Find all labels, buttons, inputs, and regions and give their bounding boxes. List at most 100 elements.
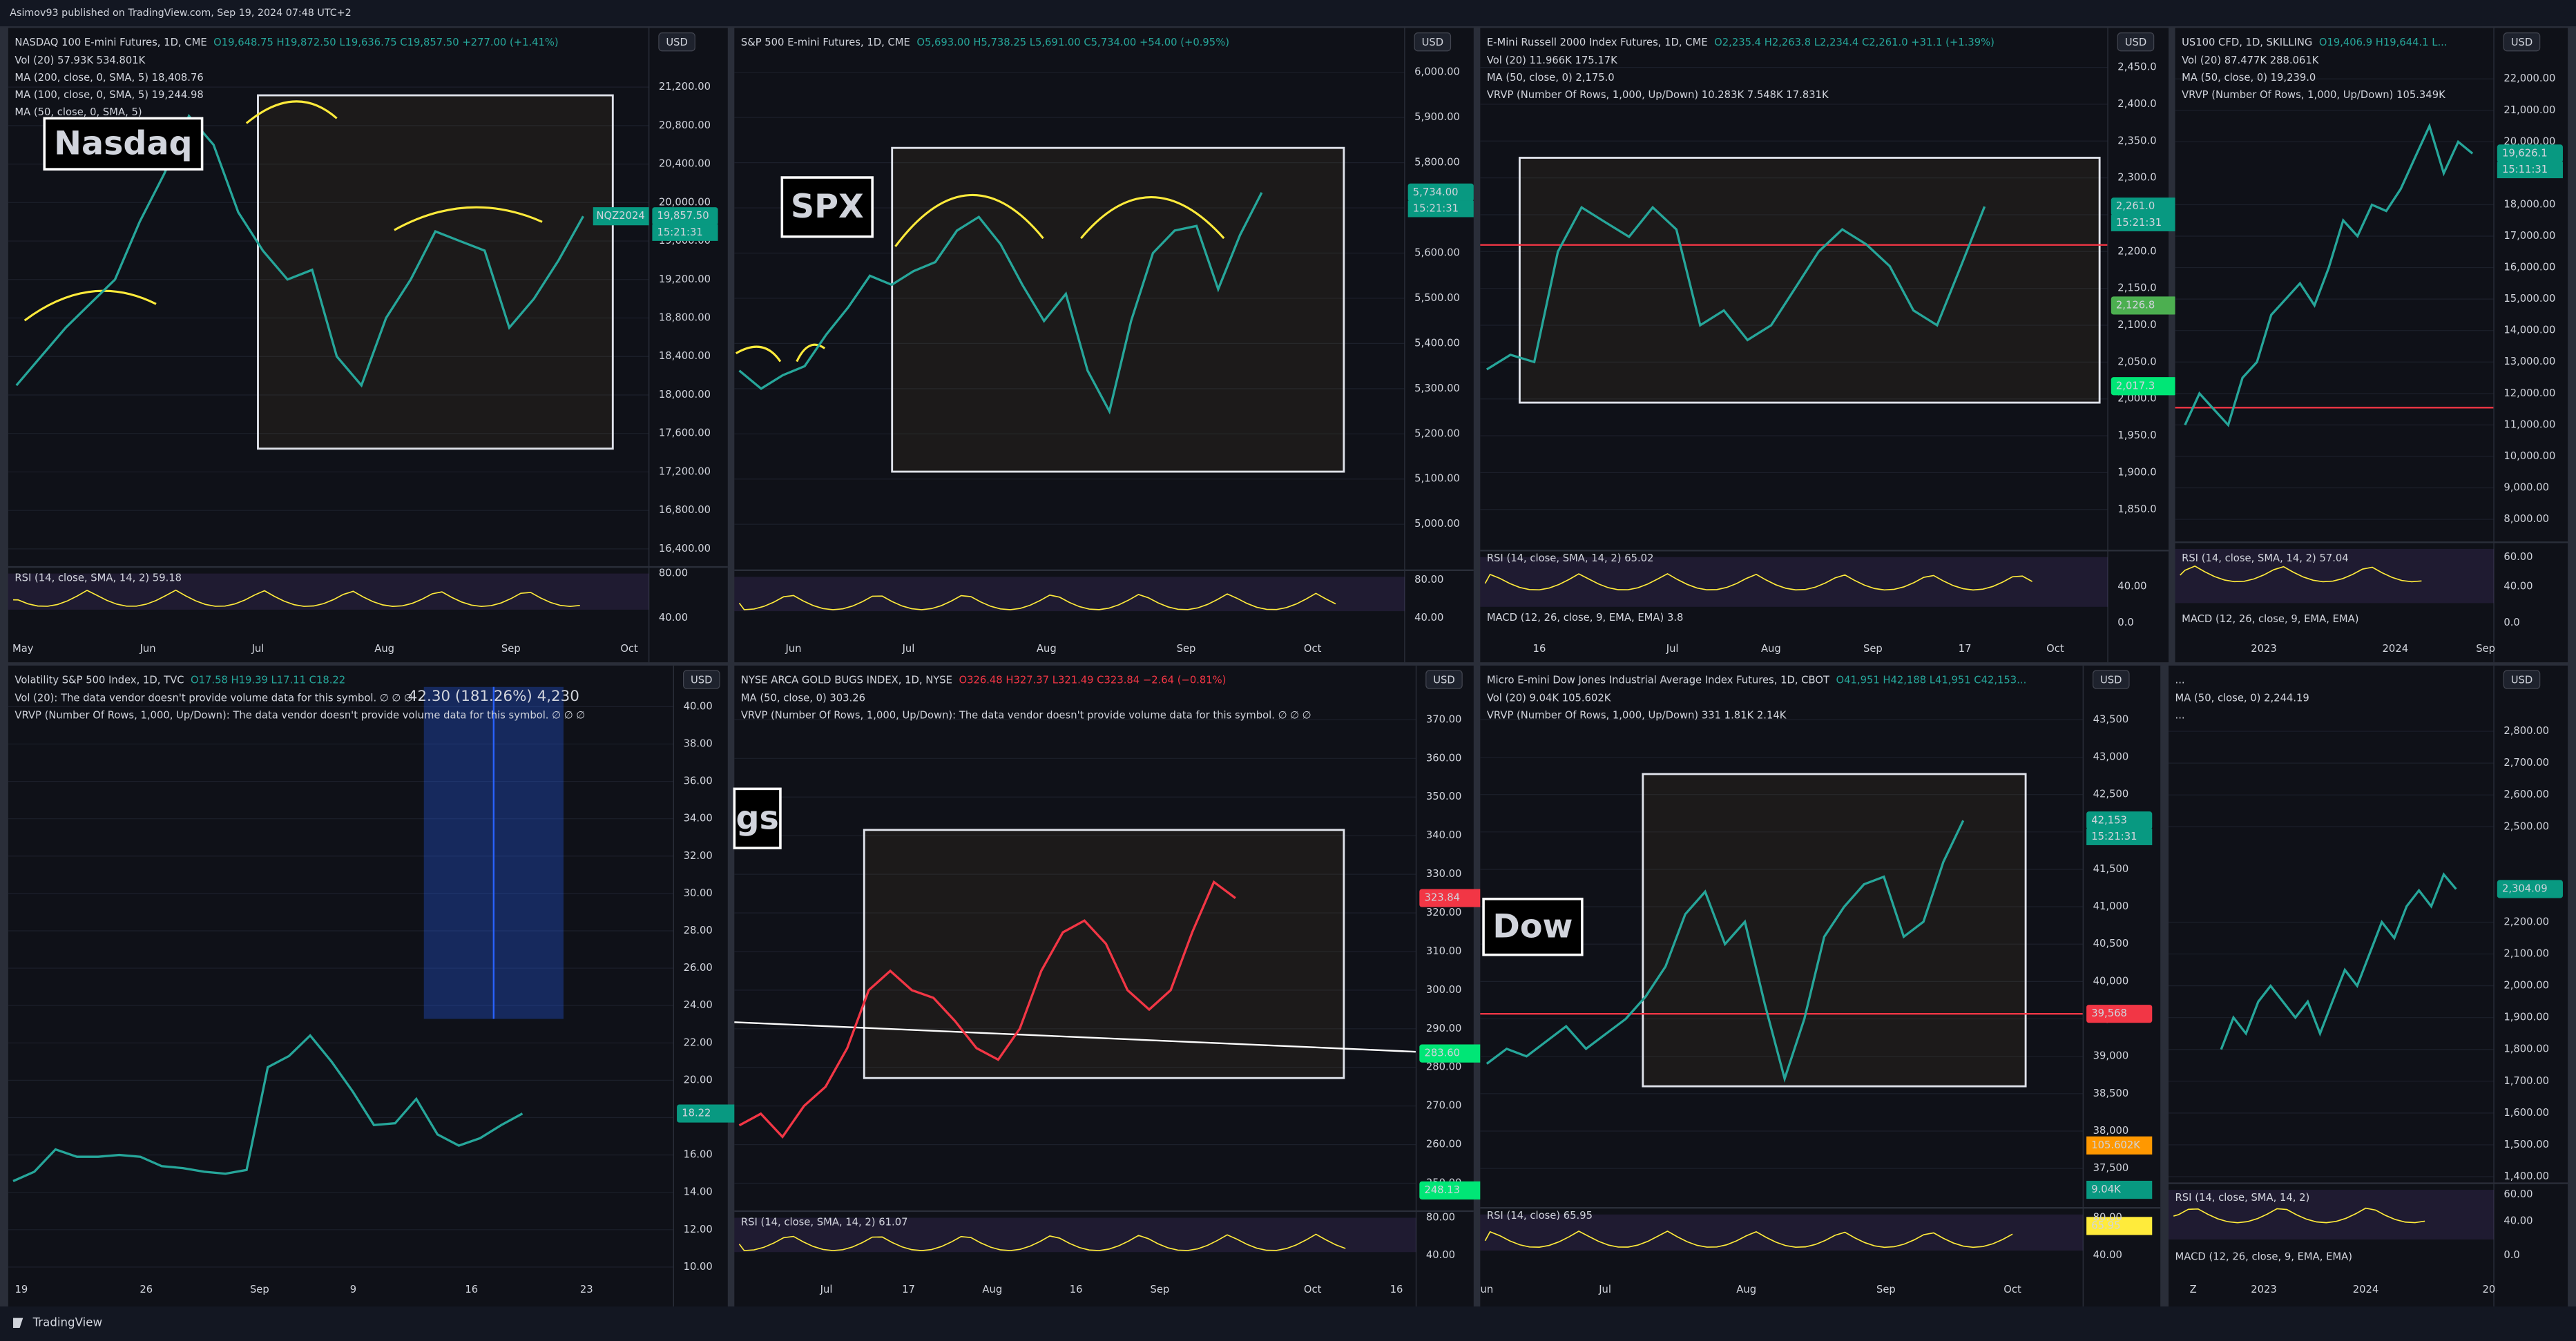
x-tick-label: Jul (251, 643, 265, 655)
y-tick-label: 22.00 (684, 1036, 713, 1048)
drawn-arc (245, 100, 338, 124)
price-tag-bg (1419, 1181, 1486, 1200)
brand-logo (13, 1318, 23, 1328)
drawing-label: Nasdaq (54, 125, 192, 163)
indicator: Vol (20) 87.477K 288.061K (2182, 55, 2319, 66)
y-tick-label: 38.00 (684, 737, 713, 749)
currency: USD (2100, 674, 2122, 686)
x-tick-label: Oct (2046, 643, 2064, 655)
indicator: Vol (20) 57.93K 534.801K (15, 55, 145, 66)
price-tag-bg (1419, 889, 1486, 907)
y-tick-label: 1,800.00 (2503, 1043, 2549, 1055)
y-tick-label: 21,000.00 (2503, 104, 2555, 116)
y-tick-label: 1,850.0 (2117, 503, 2156, 515)
x-tick-label: 17 (902, 1284, 915, 1295)
price-line (738, 192, 1263, 415)
price-tag: 2,261.0 (2116, 200, 2155, 212)
header-line: ... (2175, 674, 2185, 686)
y-tick-label: 1,400.00 (2503, 1170, 2549, 1182)
osc-label: RSI (14, close) 65.95 (1487, 1210, 1593, 1222)
header-line: S&P 500 E-mini Futures, 1D, CME O5,693.00… (741, 37, 1229, 48)
osc-line (1484, 1230, 2013, 1248)
osc-label: RSI (14, close, SMA, 14, 2) 61.07 (741, 1217, 908, 1228)
chart-panel: 21,200.0020,800.0020,400.0020,000.0019,6… (8, 28, 728, 663)
currency-box (2117, 32, 2155, 52)
y-tick-label: 1,600.00 (2503, 1107, 2549, 1119)
y-tick-label: 5,800.00 (1414, 157, 1460, 168)
y-tick-label: 16,000.00 (2503, 262, 2555, 273)
trend-line (734, 1021, 1416, 1053)
currency-box (2093, 670, 2130, 689)
price-line (2184, 122, 2474, 427)
currency-box (2503, 670, 2541, 689)
y-tick-label: 1,900.0 (2117, 466, 2156, 478)
indicator: MA (100, close, 0, SMA, 5) 19,244.98 (15, 89, 203, 101)
y-tick-label: 6,000.00 (1414, 66, 1460, 78)
y-tick-label: 20,000.00 (659, 196, 711, 208)
y-tick-label: 2,200.00 (2503, 916, 2549, 927)
x-tick-label: Sep (1177, 643, 1196, 655)
ohlc: O19,648.75 H19,872.50 L19,636.75 C19,857… (213, 37, 559, 48)
price-tag-bg (2111, 377, 2177, 396)
x-tick-label: Oct (620, 643, 638, 655)
indicator: VRVP (Number Of Rows, 1,000, Up/Down) 10… (1487, 89, 1829, 101)
y-tick-label: 360.00 (1426, 752, 1462, 764)
symbol-tag-bg (593, 207, 649, 226)
y-tick-label: 350.00 (1426, 791, 1462, 802)
x-tick-label: Aug (1761, 643, 1781, 655)
y-tick-label: 17,000.00 (2503, 230, 2555, 242)
publisher: Asimov93 published on TradingView.com, S… (10, 8, 351, 19)
symbol-title: NASDAQ 100 E-mini Futures, 1D, CME (15, 37, 206, 48)
osc-tick: 80.00 (659, 568, 688, 579)
y-tick-label: 330.00 (1426, 868, 1462, 880)
osc-line (2180, 565, 2422, 583)
x-tick-label: Z (2190, 1284, 2197, 1295)
y-tick-label: 36.00 (684, 775, 713, 787)
top-bar (0, 0, 2576, 27)
y-tick-label: 300.00 (1426, 984, 1462, 996)
x-tick-label: 2023 (2251, 643, 2277, 655)
y-tick-label: 2,600.00 (2503, 789, 2549, 800)
osc-band (1480, 557, 2108, 607)
y-tick-label: 41,500 (2093, 863, 2129, 875)
price-tag: 2,304.09 (2502, 883, 2548, 895)
y-tick-label: 18,000.00 (2503, 198, 2555, 210)
ohlc: O19,406.9 H19,644.1 L... (2319, 37, 2448, 48)
osc-label: MACD (12, 26, close, 9, EMA, EMA) (2175, 1251, 2352, 1263)
countdown-bg (1407, 200, 1474, 218)
y-tick-label: 39,000 (2093, 1050, 2129, 1062)
price-tag: 323.84 (1424, 892, 1460, 904)
y-tick-label: 34.00 (684, 813, 713, 824)
y-tick-label: 12.00 (684, 1224, 713, 1235)
countdown: 15:21:31 (657, 226, 703, 238)
indicator: VRVP (Number Of Rows, 1,000, Up/Down) 10… (2182, 89, 2445, 101)
annotation-box (1642, 773, 2027, 1088)
y-tick-label: 370.00 (1426, 713, 1462, 725)
indicator: ... (2175, 709, 2185, 721)
y-tick-label: 2,050.0 (2117, 356, 2156, 367)
y-tick-label: 11,000.00 (2503, 418, 2555, 430)
label-box (733, 787, 782, 849)
y-tick-label: 280.00 (1426, 1061, 1462, 1073)
osc-label: MACD (12, 26, close, 9, EMA, EMA) (2182, 613, 2358, 625)
price-tag: 283.60 (1424, 1048, 1460, 1059)
indicator: VRVP (Number Of Rows, 1,000, Up/Down): T… (15, 709, 585, 721)
price-line (12, 1034, 523, 1182)
y-tick-label: 20,800.00 (659, 119, 711, 131)
y-tick-label: 17,600.00 (659, 427, 711, 439)
x-tick-label: Sep (501, 643, 521, 655)
currency-box (1425, 670, 1463, 689)
ohlc: O17.58 H19.39 L17.11 C18.22 (191, 674, 345, 686)
x-tick-label: 2023 (2251, 1284, 2277, 1295)
currency-box (658, 32, 695, 52)
y-tick-label: 38,500 (2093, 1088, 2129, 1099)
y-tick-label: 15,000.00 (2503, 293, 2555, 305)
y-tick-label: 5,400.00 (1414, 337, 1460, 349)
header-line: E-Mini Russell 2000 Index Futures, 1D, C… (1487, 37, 1995, 48)
x-tick-label: Sep (250, 1284, 269, 1295)
price-tag: 5,734.00 (1413, 186, 1459, 198)
x-tick-label: Jul (820, 1284, 833, 1295)
x-tick-label: Sep (1863, 643, 1883, 655)
x-tick-label: Aug (1736, 1284, 1756, 1295)
